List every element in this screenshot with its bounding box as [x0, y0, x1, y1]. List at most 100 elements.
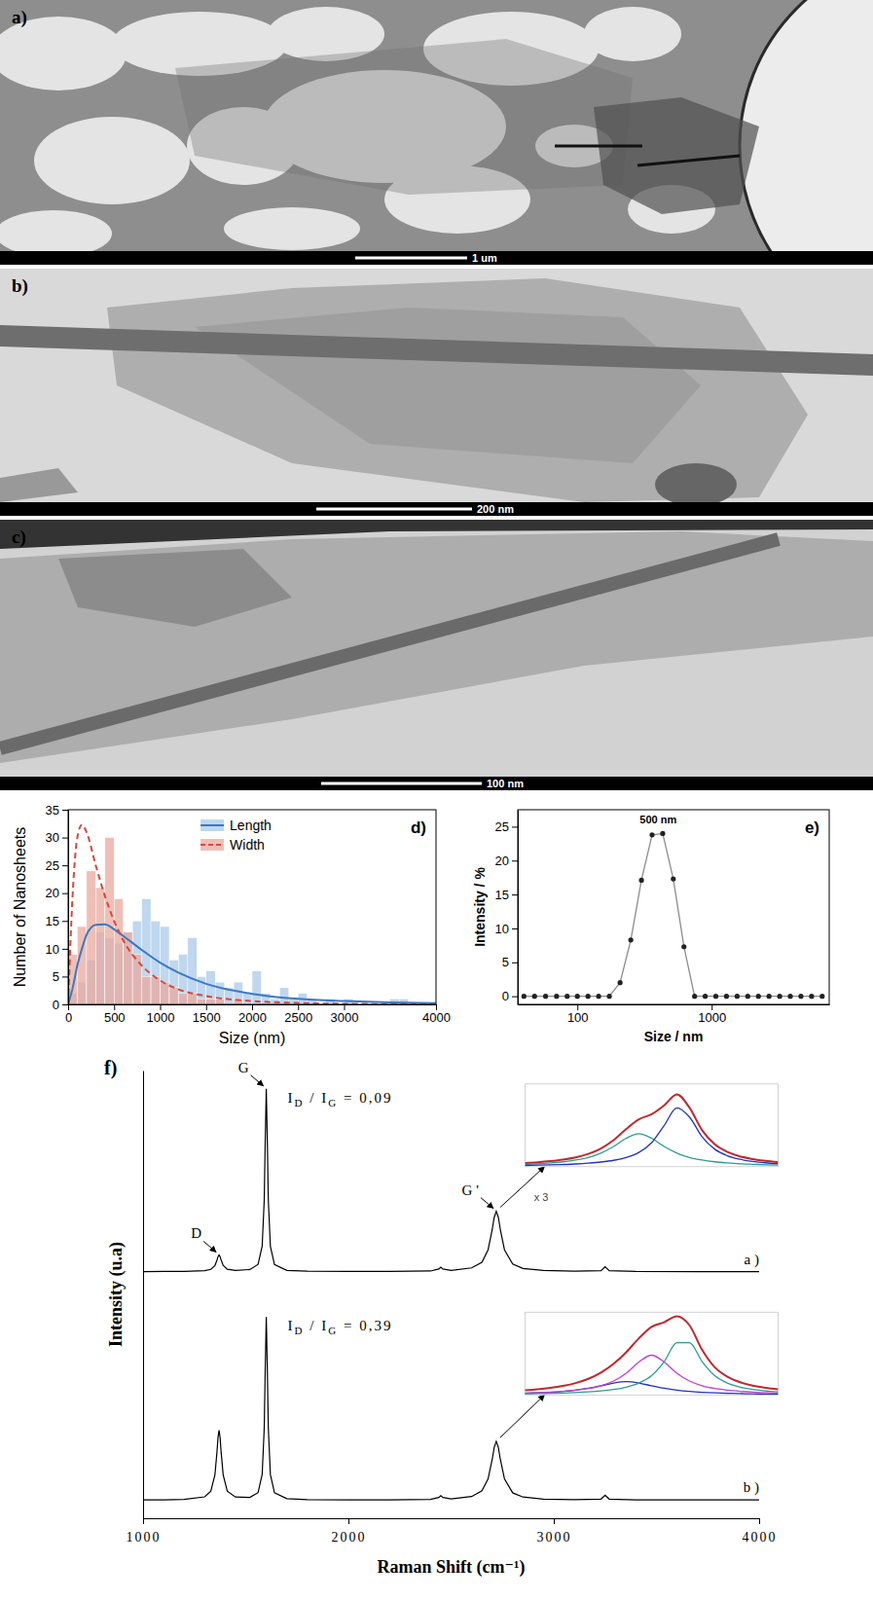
point [734, 993, 740, 999]
tick: 4000 [422, 1004, 451, 1025]
tem-image: 100 nmc) [0, 519, 873, 791]
tick-mark [511, 928, 518, 930]
tick-mark [62, 948, 69, 950]
point [787, 993, 793, 999]
y-axis-title: Number of Nanosheets [11, 827, 29, 988]
point [585, 993, 591, 999]
series-label: a ) [744, 1251, 760, 1269]
peak-label: G ' [462, 1182, 480, 1199]
image-shape [654, 463, 737, 507]
image-shape [0, 325, 873, 376]
image-shape [0, 268, 873, 516]
point [606, 993, 612, 999]
legend-line [200, 824, 224, 827]
panel-label: f) [104, 1056, 117, 1080]
bar [160, 982, 170, 1005]
image-shape [554, 145, 643, 148]
point [691, 993, 697, 999]
tick: 35 [45, 802, 69, 818]
annotation-arrow [203, 1240, 217, 1252]
bar [215, 982, 224, 1005]
tick: 20 [495, 853, 518, 869]
point [819, 993, 825, 999]
inset-frame [524, 1311, 778, 1395]
x-axis: 1000200030004000 [126, 1518, 778, 1545]
scale-bar [321, 782, 482, 786]
plot-frame [68, 809, 437, 1005]
tick-mark [348, 1518, 350, 1525]
point [798, 993, 803, 999]
point [595, 993, 601, 999]
tick-mark [511, 860, 518, 862]
bar [206, 971, 216, 1005]
tick-mark [160, 1004, 162, 1011]
x-axis-title: Size (nm) [218, 1029, 286, 1047]
inset-curve [524, 1382, 778, 1395]
tick-label: 100 [567, 1010, 589, 1025]
legend-entry: Length [200, 817, 272, 834]
tick-mark [206, 1004, 208, 1011]
bar [95, 887, 105, 1005]
bar [233, 982, 243, 1005]
bar [169, 959, 179, 1005]
tick-mark [344, 1004, 346, 1011]
inset [524, 1084, 778, 1167]
tick-mark [62, 893, 69, 895]
tick: 3000 [330, 1004, 360, 1025]
point [777, 993, 783, 999]
legend-label: Length [229, 817, 272, 834]
panel-label: b) [11, 275, 29, 297]
y-axis-line [517, 810, 519, 1006]
point [543, 993, 548, 999]
tick-label: 25 [495, 819, 510, 835]
y-axis: 0510152025 [495, 810, 519, 1006]
tick-mark [711, 1004, 713, 1011]
tick-label: 35 [45, 802, 60, 818]
image-shape [0, 0, 873, 265]
y-axis-line [68, 810, 70, 1006]
point [628, 937, 634, 943]
line [523, 833, 822, 996]
tick-mark [759, 1518, 761, 1525]
inset-arrow [500, 1394, 546, 1438]
image-shape [593, 97, 760, 215]
panel-label: d) [410, 818, 427, 837]
point [713, 993, 719, 999]
peak-label: D [190, 1225, 202, 1241]
bar [113, 898, 123, 1005]
tick: 0 [502, 988, 518, 1004]
bar [86, 871, 96, 1005]
point [670, 875, 676, 881]
tick-mark [62, 1004, 69, 1006]
tick: 4000 [742, 1518, 778, 1545]
tick: 15 [495, 887, 518, 903]
tick: 5 [52, 969, 69, 984]
ratio-label: ID / IG = 0,09 [288, 1090, 394, 1109]
x-axis: 0500100015002000250030004000 [65, 1004, 451, 1025]
point [702, 993, 708, 999]
image-shape [0, 539, 779, 749]
legend-swatch [200, 819, 224, 832]
bar [196, 998, 206, 1005]
tick: 2000 [238, 1004, 267, 1025]
tick: 3000 [537, 1518, 573, 1545]
tick-label: 2500 [284, 1010, 313, 1025]
image-shape [0, 776, 873, 791]
tick-label: 3000 [537, 1529, 573, 1545]
tick-label: 15 [495, 887, 510, 903]
tick-label: 1000 [146, 1010, 176, 1025]
annotation: 500 nm [639, 813, 677, 826]
x-axis-line [144, 1518, 761, 1520]
tick-mark [511, 826, 518, 828]
tick-mark [553, 1518, 555, 1525]
bar [178, 954, 187, 1005]
tick-mark [511, 962, 518, 964]
scale-bar [316, 508, 473, 511]
image-shape [0, 468, 78, 503]
inset-annotation: x 3 [534, 1191, 549, 1203]
peak-label: G [238, 1059, 250, 1076]
tick: 20 [45, 885, 69, 901]
tick-label: 0 [52, 997, 60, 1013]
tick-label: 4000 [742, 1529, 778, 1545]
tick: 0 [65, 1004, 73, 1025]
